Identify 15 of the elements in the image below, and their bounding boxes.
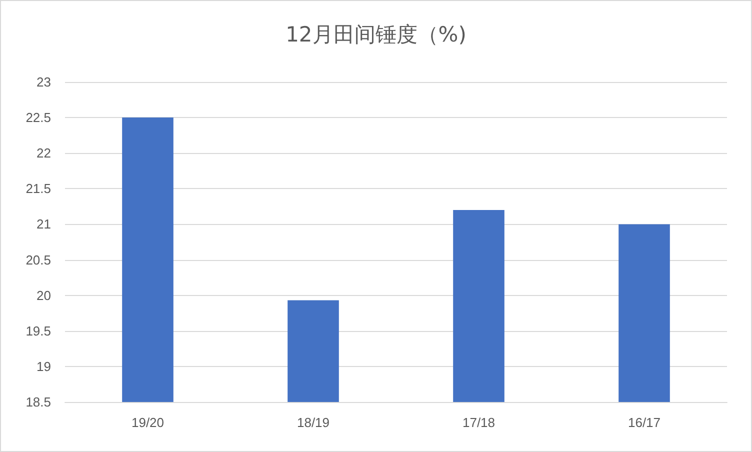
y-tick-label: 18.5	[26, 394, 51, 410]
y-tick-label: 20	[36, 288, 51, 303]
y-tick-label: 21.5	[26, 181, 51, 196]
y-tick-label: 19.5	[26, 323, 51, 338]
x-tick-label: 19/20	[131, 415, 164, 430]
x-tick-label: 16/17	[628, 415, 661, 430]
y-tick-label: 23	[36, 74, 51, 90]
chart-title: 12月田间锤度（%)	[286, 22, 466, 46]
y-tick-label: 21	[36, 216, 51, 232]
y-tick-label: 22.5	[26, 110, 51, 126]
y-tick-label: 20.5	[26, 252, 51, 268]
x-tick-label: 18/19	[296, 415, 330, 430]
y-tick-label: 19	[36, 358, 51, 374]
x-tick-label: 17/18	[462, 415, 496, 430]
y-tick-label: 22	[36, 146, 51, 161]
